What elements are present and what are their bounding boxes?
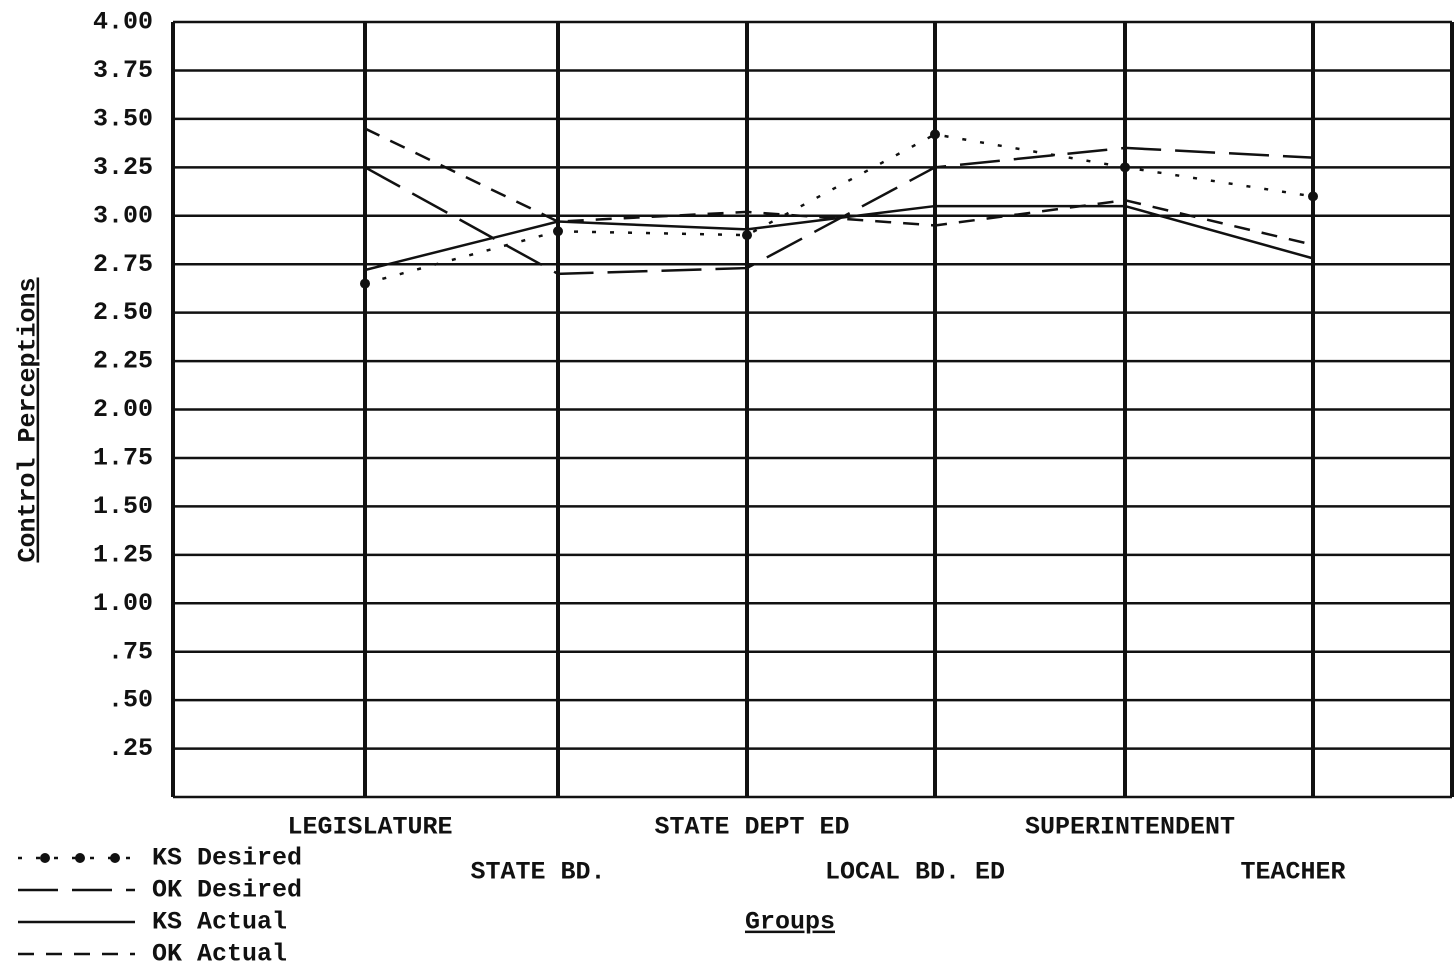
y-tick-label: 2.50 — [93, 298, 153, 327]
y-tick-label: 4.00 — [93, 8, 153, 37]
legend-marker — [40, 853, 50, 863]
y-tick-label: 3.50 — [93, 104, 153, 133]
y-tick-label: 1.00 — [93, 589, 153, 618]
y-tick-label: 2.25 — [93, 347, 153, 376]
x-axis-label: Groups — [745, 908, 835, 937]
data-point — [553, 226, 563, 237]
legend-label: KS Desired — [152, 844, 302, 873]
x-tick-label: TEACHER — [1240, 858, 1345, 887]
legend-label: OK Desired — [152, 876, 302, 905]
y-tick-label: .50 — [108, 686, 153, 715]
legend-label: OK Actual — [152, 940, 287, 969]
x-tick-label: LEGISLATURE — [287, 813, 452, 842]
x-tick-label: SUPERINTENDENT — [1025, 813, 1235, 842]
y-tick-label: 3.25 — [93, 153, 153, 182]
y-tick-label: 3.00 — [93, 201, 153, 230]
data-point — [930, 129, 940, 140]
legend-marker — [110, 853, 120, 863]
y-tick-label: .25 — [108, 734, 153, 763]
y-axis-label: Control Perceptions — [14, 277, 43, 562]
data-point — [1308, 191, 1318, 202]
x-tick-label: LOCAL BD. ED — [825, 858, 1005, 887]
data-point — [360, 278, 370, 289]
series-line — [364, 204, 1314, 272]
y-tick-label: 2.00 — [93, 395, 153, 424]
legend-marker — [75, 853, 85, 863]
data-point — [1120, 162, 1130, 173]
y-tick-label: 1.25 — [93, 540, 153, 569]
legend-label: KS Actual — [152, 908, 287, 937]
data-point — [742, 230, 752, 241]
series-line — [364, 127, 1314, 247]
y-tick-label: .75 — [108, 637, 153, 666]
x-tick-label: STATE DEPT ED — [654, 813, 849, 842]
y-tick-label: 1.50 — [93, 492, 153, 521]
y-tick-label: 1.75 — [93, 444, 153, 473]
x-tick-label: STATE BD. — [470, 858, 605, 887]
y-tick-label: 2.75 — [93, 250, 153, 279]
y-tick-label: 3.75 — [93, 56, 153, 85]
series-line — [364, 133, 1314, 285]
